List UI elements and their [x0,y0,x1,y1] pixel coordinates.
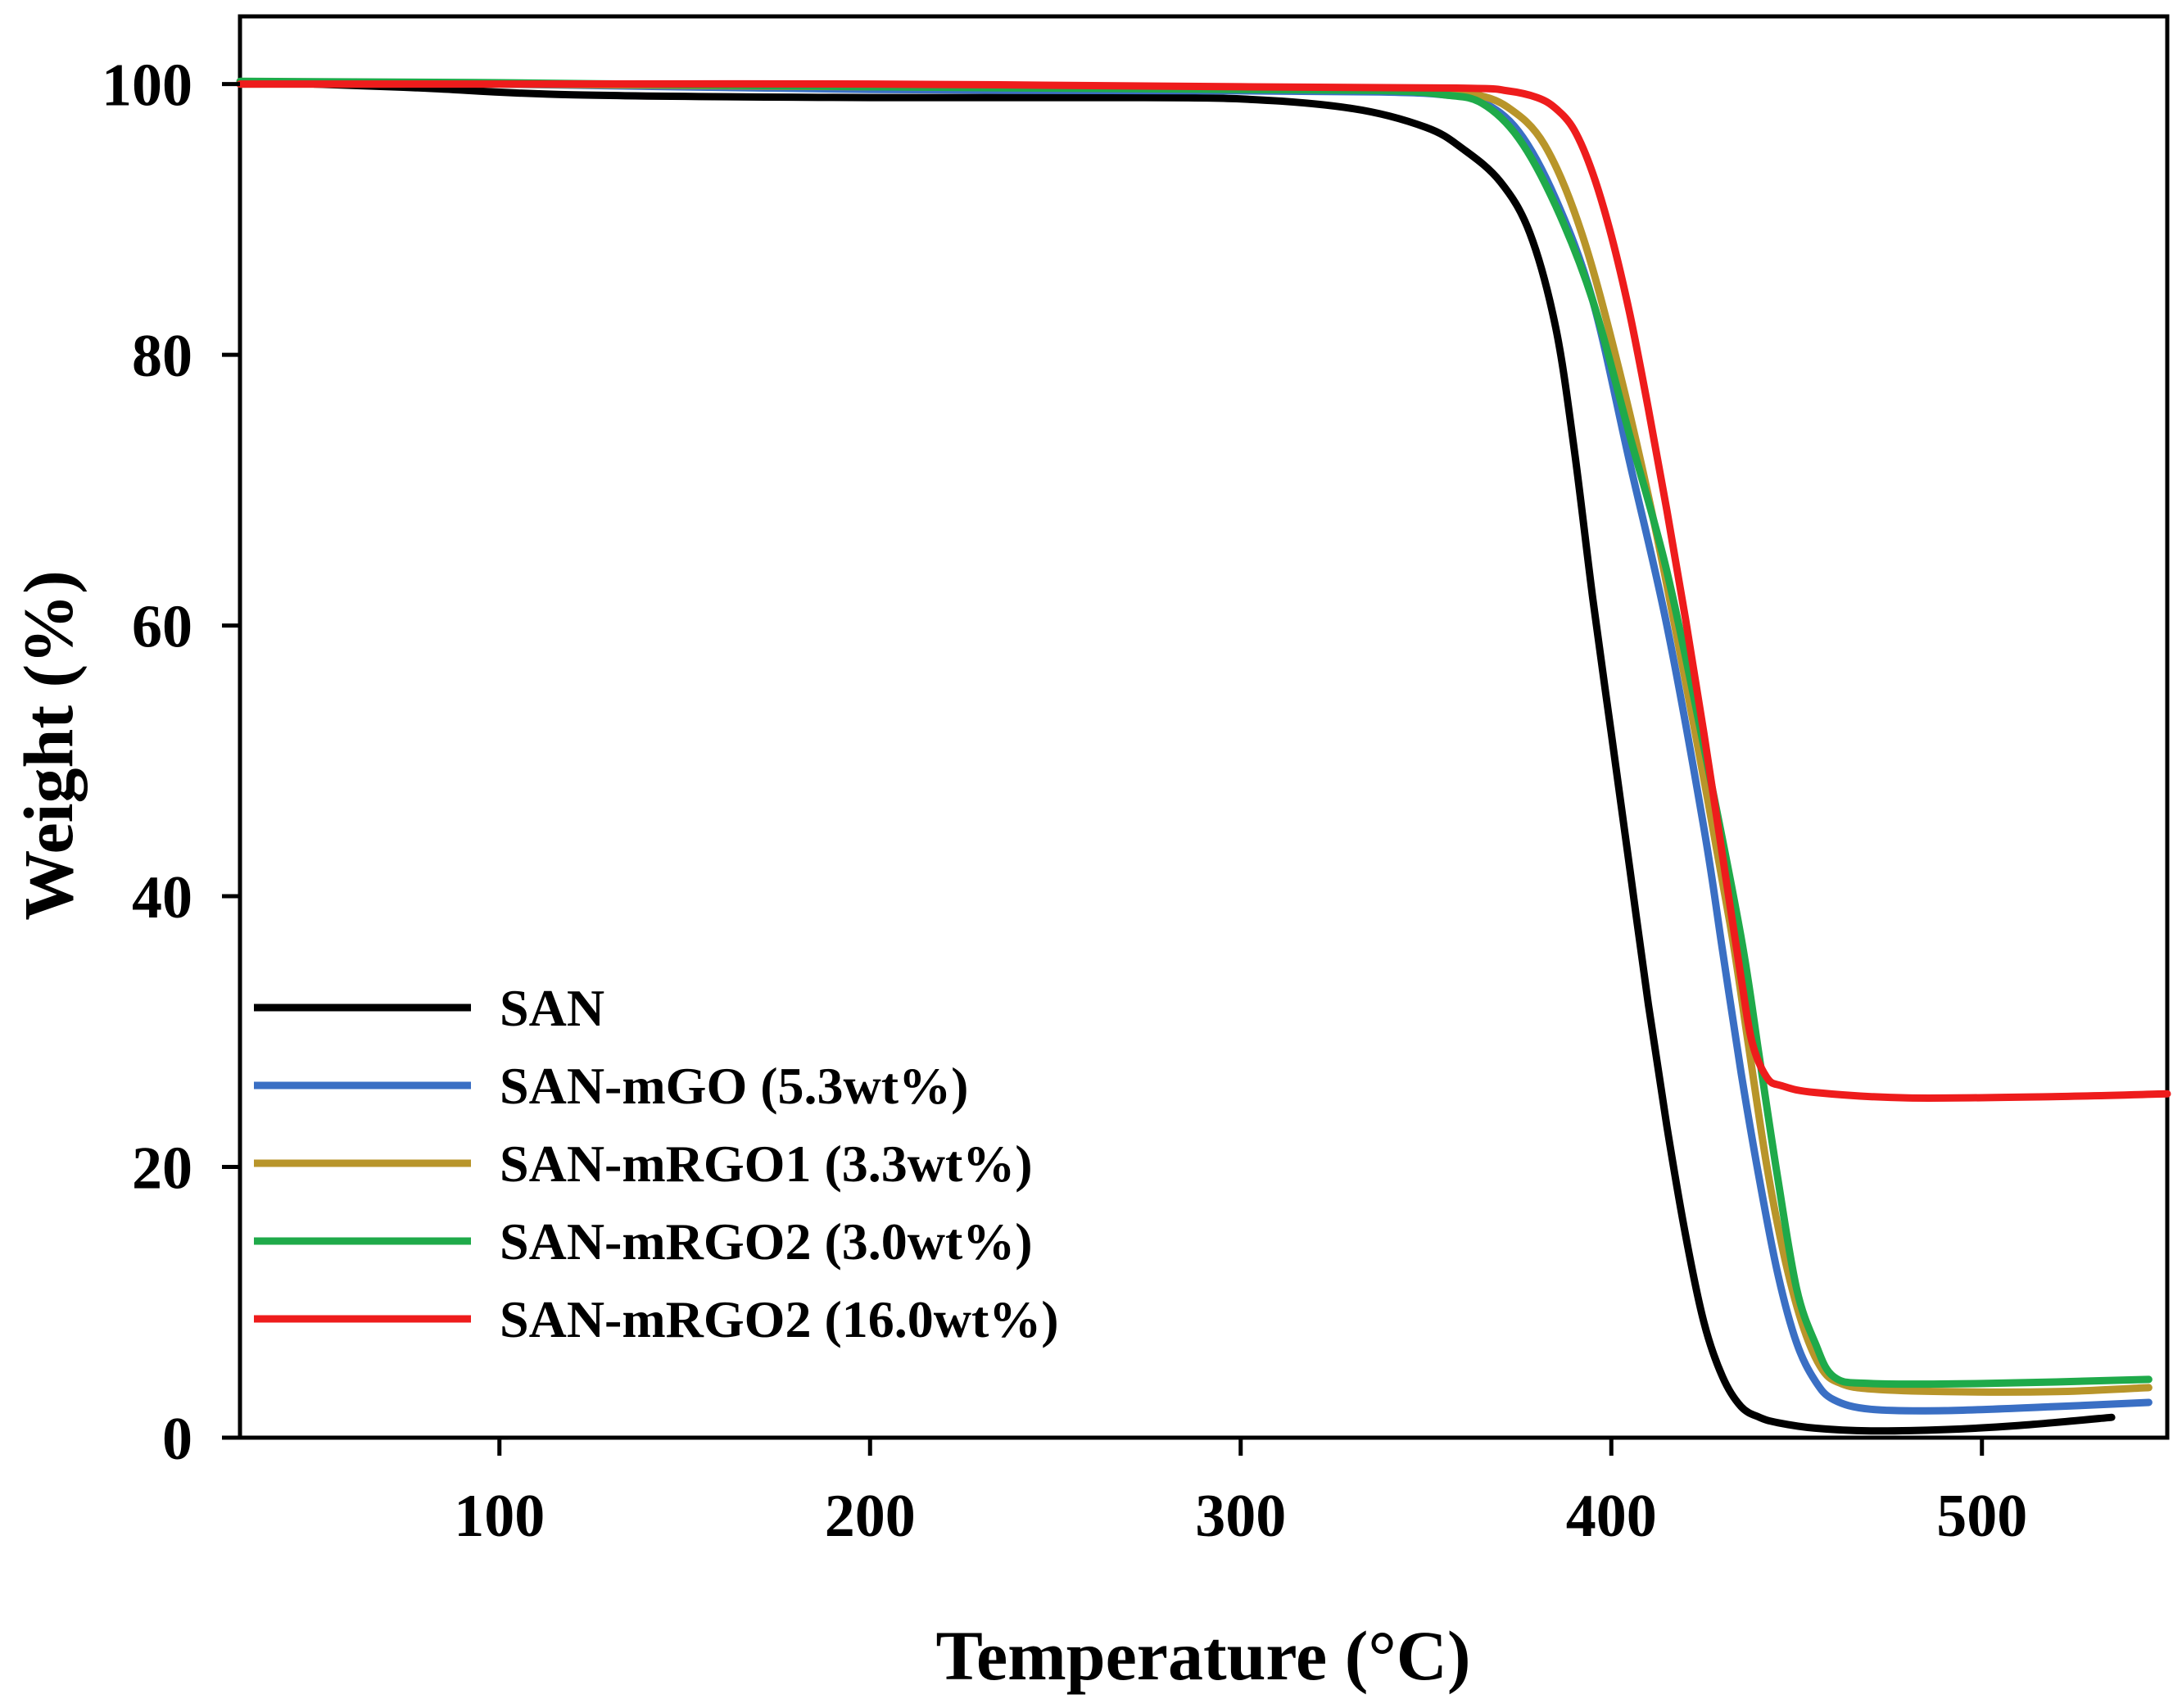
x-axis-title: Temperature (°C) [936,1616,1471,1695]
legend-label-4: SAN-mRGO2 (3.0wt%) [500,1212,1033,1271]
y-tick-label: 60 [132,594,192,661]
x-tick-label: 100 [454,1483,545,1550]
axis-ticks: 100 200 300 400 500 0 20 40 60 80 100 [102,52,2027,1550]
x-tick-label: 400 [1566,1483,1657,1550]
y-tick-label: 0 [162,1406,192,1473]
x-tick-label: 300 [1195,1483,1286,1550]
series-line-5 [236,79,2171,1103]
series-layer [236,77,2171,1435]
legend-label-2: SAN-mGO (5.3wt%) [500,1057,968,1115]
x-tick-label: 500 [1936,1483,2027,1550]
y-tick-label: 40 [132,864,192,931]
legend: SAN SAN-mGO (5.3wt%) SAN-mRGO1 (3.3wt%) SAN… [254,979,1059,1348]
y-tick-label: 80 [132,323,192,390]
y-tick-label: 100 [102,52,192,120]
series-line-1 [310,80,2116,1435]
x-tick-label: 200 [825,1483,916,1550]
legend-label-1: SAN [500,979,604,1037]
y-tick-label: 20 [132,1135,192,1203]
legend-label-5: SAN-mRGO2 (16.0wt%) [500,1290,1059,1348]
plot-frame [238,14,2170,1440]
y-axis-title: Weight (%) [9,570,88,921]
series-line-3 [236,79,2153,1396]
legend-label-3: SAN-mRGO1 (3.3wt%) [500,1135,1033,1193]
